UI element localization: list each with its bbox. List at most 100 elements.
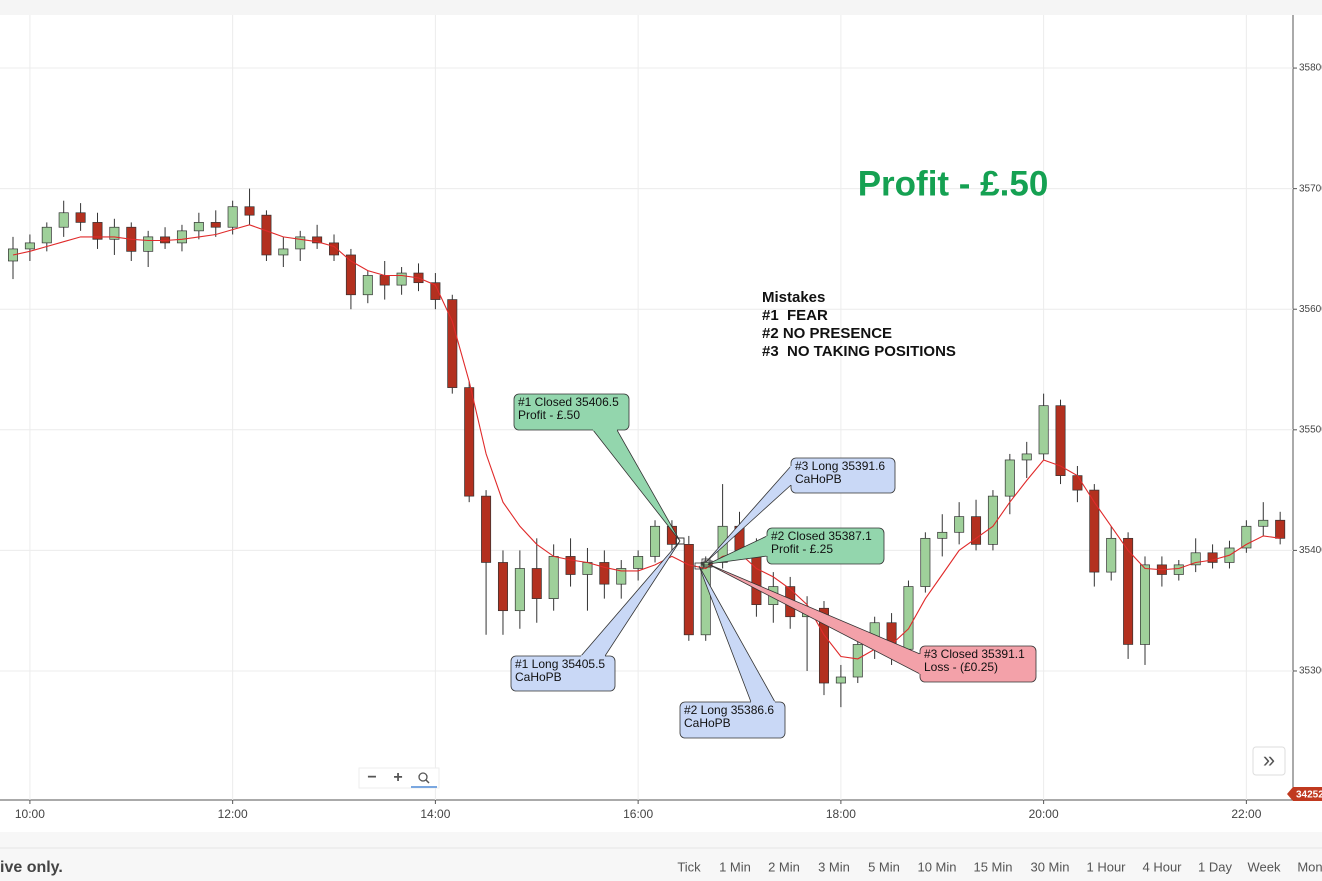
scroll-button[interactable]	[1252, 746, 1286, 776]
candle-body	[751, 550, 762, 606]
candle-body	[75, 212, 86, 223]
annotation-text: #2 Closed 35387.1	[771, 529, 872, 543]
note-line: #1 FEAR	[762, 307, 828, 324]
candle-body	[143, 236, 154, 252]
x-tick-label: 12:00	[218, 807, 248, 821]
moving-average	[12, 224, 1281, 660]
headline: Profit - £.50	[858, 164, 1049, 203]
timeframe-button[interactable]: 1 Min	[719, 859, 751, 874]
annotation-text: #3 Closed 35391.1	[924, 647, 1025, 661]
candle-body	[329, 242, 340, 256]
candle-body	[430, 282, 441, 300]
candle-body	[1089, 489, 1100, 573]
candle-body	[312, 236, 323, 244]
candle-body	[954, 516, 965, 533]
annotation-text: Loss - (£0.25)	[924, 660, 998, 674]
timeframe-button[interactable]: 10 Min	[917, 859, 956, 874]
candle-body	[1140, 564, 1150, 645]
y-tick-label: 35500	[1299, 424, 1322, 435]
zoom-panel	[358, 767, 440, 789]
candle-body	[193, 222, 204, 232]
candle-body	[481, 495, 492, 563]
candle-body	[565, 556, 576, 575]
candle-body	[261, 214, 272, 256]
candle-body	[818, 607, 829, 684]
candle-body	[700, 562, 711, 636]
candle-body	[1241, 525, 1252, 549]
timeframe-button[interactable]: 3 Min	[818, 859, 850, 874]
candle-body	[852, 644, 863, 678]
candle-body	[295, 236, 306, 250]
timeframe-button[interactable]: 1 Day	[1198, 859, 1232, 874]
scroll-button-label[interactable]: »	[1263, 747, 1275, 772]
candle-body	[987, 495, 998, 545]
candle-body	[650, 525, 661, 557]
annotation-pointer	[580, 540, 681, 657]
y-tick-label: 35300	[1299, 666, 1322, 677]
candle-body	[971, 516, 982, 545]
footer-text: ive only.	[0, 859, 63, 876]
x-tick-label: 16:00	[623, 807, 653, 821]
candle-body	[633, 556, 644, 569]
annotation-pointer	[592, 429, 681, 542]
annotation-text: #3 Long 35391.6	[795, 459, 885, 473]
annotation-box	[679, 701, 786, 739]
x-tick-label: 20:00	[1029, 807, 1059, 821]
annotation-text: Profit - £.50	[518, 408, 580, 422]
candle-body	[1106, 537, 1117, 573]
zoom-control[interactable]: −	[367, 769, 376, 786]
candle-body	[1258, 519, 1269, 527]
zoom-icon[interactable]	[418, 772, 428, 782]
grid: 35300 35400 35500 35600 35700 35800 10:00 12:00…	[0, 15, 1322, 821]
zoom-icon-handle	[425, 779, 430, 784]
candle-body	[1038, 405, 1049, 455]
candle-body	[41, 226, 52, 244]
candle-body	[683, 544, 694, 636]
annotation-text: Profit - £.25	[771, 542, 833, 556]
candle-body	[582, 562, 593, 575]
timeframe-button[interactable]: Mon	[1297, 859, 1322, 874]
annotation-text: #2 Long 35386.6	[684, 703, 774, 717]
candle-body	[92, 222, 103, 240]
candle-body	[1173, 564, 1184, 575]
note-line: #2 NO PRESENCE	[762, 325, 892, 342]
candle-body	[379, 275, 390, 286]
candle-body	[1055, 405, 1066, 476]
candle-body	[447, 299, 458, 388]
annotation-anchor	[701, 558, 711, 566]
timeframe-button[interactable]: 15 Min	[973, 859, 1012, 874]
candle-body	[244, 206, 255, 216]
y-tick-label: 35700	[1299, 183, 1322, 194]
candle-body	[920, 537, 931, 587]
candle-body	[278, 248, 289, 256]
candle-body	[1072, 475, 1083, 491]
candle-body	[835, 676, 846, 684]
timeframe-button[interactable]: 30 Min	[1030, 859, 1069, 874]
candle-body	[58, 212, 69, 228]
timeframe-button[interactable]: Week	[1248, 859, 1281, 874]
annotation-text: CaHoPB	[684, 716, 731, 730]
candle-body	[1190, 552, 1201, 566]
timeframe-button[interactable]: Tick	[677, 859, 701, 874]
timeframe-button[interactable]: 5 Min	[868, 859, 900, 874]
footer-bar	[0, 832, 1322, 881]
timeframe-button[interactable]: 2 Min	[768, 859, 800, 874]
candle-body	[514, 568, 525, 612]
zoom-control[interactable]: +	[393, 769, 402, 786]
annotation-anchor	[675, 537, 685, 545]
y-tick-label: 35600	[1299, 304, 1322, 315]
candle-body	[24, 242, 35, 250]
x-tick-label: 18:00	[826, 807, 856, 821]
candle-body	[210, 222, 221, 228]
timeframe-button[interactable]: 4 Hour	[1142, 859, 1182, 874]
plot	[8, 188, 1286, 708]
price-tag-label: 34252	[1296, 790, 1322, 801]
note-line: Mistakes	[762, 289, 825, 306]
annotation-text: #1 Closed 35406.5	[518, 395, 619, 409]
candle-body	[345, 254, 356, 296]
candle-body	[176, 230, 187, 244]
annotation-text: CaHoPB	[795, 472, 842, 486]
timeframe-button[interactable]: 1 Hour	[1086, 859, 1126, 874]
candle-body	[616, 568, 627, 585]
